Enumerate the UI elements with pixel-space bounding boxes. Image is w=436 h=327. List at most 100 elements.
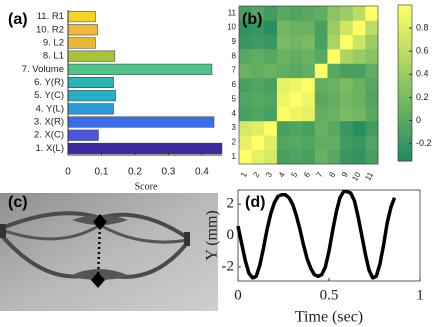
panel-label: (c) [8, 194, 28, 211]
heatmap-cell [340, 34, 354, 50]
colorbar-segment [398, 114, 412, 119]
x-tick-label: 0 [234, 287, 242, 303]
colorbar-segment [398, 118, 412, 123]
colorbar-segment [398, 55, 412, 60]
colorbar-segment [398, 63, 412, 68]
colorbar-segment [398, 59, 412, 64]
heatmap-cell [239, 92, 252, 107]
heatmap-cell [239, 106, 252, 122]
category-label: 5. Y(C) [34, 90, 64, 101]
heatmap-cell [302, 34, 316, 50]
x-tick-label: 0 [65, 167, 71, 178]
bar [67, 129, 99, 141]
y-tick-label: 7 [232, 66, 237, 75]
heatmap-cell [314, 135, 328, 150]
colorbar-tick-label: 0 [416, 115, 421, 125]
heatmap-cell [327, 135, 341, 150]
colorbar-segment [398, 44, 412, 49]
heatmap-cell [327, 63, 341, 79]
heatmap-cell [340, 63, 354, 79]
heatmap-cell [302, 135, 316, 150]
colorbar-segment [398, 12, 412, 18]
heatmap-cell [314, 20, 328, 36]
heatmap-cell [264, 77, 278, 93]
heatmap-cell [276, 34, 290, 50]
heatmap-cell [264, 34, 278, 50]
x-axis-label: Time (sec) [295, 309, 363, 326]
y-tick-label: 2 [232, 138, 237, 147]
colorbar-segment [398, 106, 412, 111]
heatmap-cell [327, 92, 341, 107]
heatmap-cell [251, 120, 265, 136]
heatmap-cell [314, 106, 328, 122]
heatmap-cell [289, 120, 303, 136]
heatmap-cell [264, 49, 278, 64]
colorbar-segment [398, 86, 412, 92]
colorbar-segment [398, 153, 412, 158]
colorbar-segment [398, 20, 412, 25]
colorbar-segment [398, 145, 412, 150]
heatmap-cell [365, 135, 379, 150]
heatmap-cell [352, 135, 366, 150]
colorbar-segment [398, 137, 412, 142]
colorbar-segment [398, 51, 412, 57]
heatmap-cell [276, 6, 290, 21]
heatmap-cell [302, 106, 316, 122]
heatmap-cell [289, 77, 303, 93]
heatmap-cell [352, 6, 366, 21]
bar [67, 37, 96, 49]
heatmap-cell [340, 20, 354, 36]
x-tick-label: 9 [340, 170, 350, 179]
x-tick-label: 10 [350, 170, 363, 183]
bar [67, 103, 114, 115]
heatmap-cell [302, 20, 316, 36]
y-tick-label: 8 [232, 51, 237, 60]
heatmap-cell [365, 49, 379, 64]
heatmap-cell [264, 6, 278, 21]
heatmap-cell [239, 77, 252, 93]
heatmap-cell [302, 6, 316, 21]
heatmap-cell [340, 135, 354, 150]
heatmap-cell [251, 6, 265, 21]
colorbar-segment [398, 141, 412, 146]
heatmap-frame [238, 5, 379, 165]
heatmap-cell [276, 20, 290, 36]
colorbar-segment [398, 102, 412, 107]
x-tick-label: 0.3 [161, 167, 175, 178]
colorbar-segment [398, 24, 412, 29]
heatmap-cell [314, 6, 328, 21]
heatmap-cell [352, 149, 366, 165]
heatmap-cell [340, 106, 354, 122]
heatmap-cell [289, 63, 303, 79]
heatmap-cell [340, 149, 354, 165]
panel-label: (d) [245, 194, 265, 211]
heatmap-cell [302, 77, 316, 93]
heatmap-cell [289, 6, 303, 21]
colorbar-tick-label: -0.2 [416, 138, 432, 148]
y-tick-label: 1 [232, 152, 237, 161]
heatmap-cell [276, 49, 290, 64]
colorbar-tick-label: 0.8 [416, 22, 429, 32]
category-label: 11. R1 [37, 11, 64, 22]
x-tick-label: 1 [416, 287, 424, 303]
heatmap-cell [314, 92, 328, 107]
colorbar-segment [398, 90, 412, 96]
colorbar-segment [398, 79, 412, 84]
heatmap-cell [289, 34, 303, 50]
colorbar-segment [398, 5, 412, 10]
colorbar-tick-label: 0.2 [416, 92, 429, 102]
heatmap-cell [289, 106, 303, 122]
heatmap-cell [302, 63, 316, 79]
heatmap-cell [327, 20, 341, 36]
bar [67, 63, 213, 75]
colorbar-segment [398, 110, 412, 115]
x-tick-label: 0.1 [95, 167, 109, 178]
bar [67, 24, 98, 36]
heatmap-cell [239, 63, 252, 79]
y-tick-label: 6 [232, 80, 237, 89]
heatmap-cell [239, 20, 252, 36]
heatmap-cell [340, 49, 354, 64]
heatmap-cell [302, 149, 316, 165]
heatmap-cell [239, 149, 252, 165]
heatmap-cell [276, 77, 290, 93]
